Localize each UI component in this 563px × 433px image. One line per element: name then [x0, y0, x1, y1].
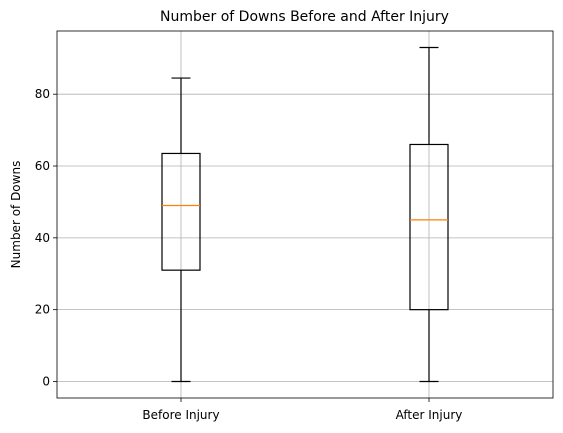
- y-axis-ticks: 0 20 40 60 80: [35, 87, 57, 388]
- box-group: [409, 46, 449, 383]
- y-tick-label: 40: [35, 231, 50, 245]
- x-tick-label: Before Injury: [142, 408, 219, 422]
- y-axis-label: Number of Downs: [9, 161, 23, 269]
- box-group: [161, 77, 201, 383]
- box-iqr: [409, 143, 449, 311]
- plot-frame: [56, 30, 554, 399]
- box-iqr: [161, 152, 201, 271]
- boxes: [161, 46, 449, 383]
- grid-lines: [57, 31, 553, 398]
- y-tick-label: 80: [35, 87, 50, 101]
- chart-title: Number of Downs Before and After Injury: [160, 9, 449, 25]
- x-tick-label: After Injury: [396, 408, 463, 422]
- y-tick-label: 20: [35, 303, 50, 317]
- y-tick-label: 60: [35, 159, 50, 173]
- x-axis-ticks: Before Injury After Injury: [142, 398, 462, 422]
- y-tick-label: 0: [42, 374, 50, 388]
